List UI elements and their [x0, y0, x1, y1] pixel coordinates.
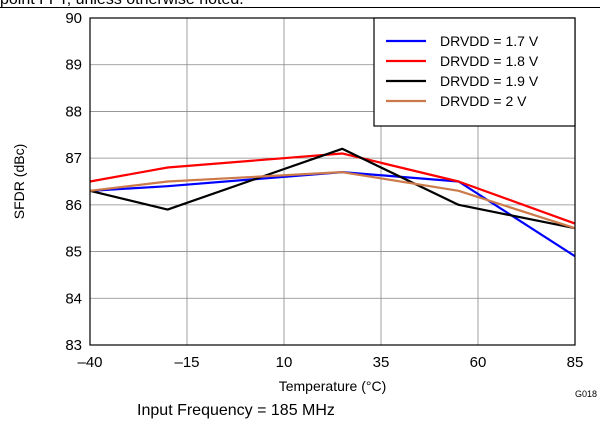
series-lines: [89, 147, 576, 258]
y-tick-labels: 83 84 85 86 87 88 89 90: [65, 10, 82, 354]
sfdr-vs-temperature-chart: –40 –15 10 35 60 85 83 84 85 86 87 88 89 90 Temperat…: [11, 10, 597, 399]
y-tick-label: 83: [65, 337, 82, 354]
x-tick-label: –40: [77, 354, 102, 371]
y-tick-label: 84: [65, 290, 82, 307]
figure-id: G018: [575, 389, 597, 399]
y-tick-label: 88: [65, 103, 82, 120]
series-line-4: [89, 171, 576, 230]
x-tick-labels: –40 –15 10 35 60 85: [77, 354, 583, 371]
caption-text: Input Frequency = 185 MHz: [137, 402, 335, 419]
series-line-3: [89, 147, 576, 230]
legend: DRVDD = 1.7 V DRVDD = 1.8 V DRVDD = 1.9 V D…: [373, 17, 576, 127]
x-tick-label: 10: [276, 354, 293, 371]
y-tick-label: 86: [65, 197, 82, 214]
x-tick-label: 35: [373, 354, 390, 371]
header-rule: [0, 7, 600, 8]
y-axis-label: SFDR (dBc): [11, 144, 27, 219]
header-text: point FFT, unless otherwise noted.: [0, 0, 244, 9]
y-tick-label: 90: [65, 10, 82, 27]
y-tick-label: 89: [65, 57, 82, 74]
plot-frame: [89, 17, 576, 346]
x-tick-label: 60: [470, 354, 487, 371]
y-tick-label: 85: [65, 244, 82, 261]
x-axis-label: Temperature (°C): [279, 378, 387, 394]
caption: Input Frequency = 185 MHz: [0, 402, 600, 420]
x-tick-label: 85: [567, 354, 584, 371]
legend-label: DRVDD = 2 V: [440, 93, 527, 109]
legend-label: DRVDD = 1.8 V: [440, 53, 539, 69]
legend-label: DRVDD = 1.9 V: [440, 73, 539, 89]
legend-label: DRVDD = 1.7 V: [440, 33, 539, 49]
y-tick-label: 87: [65, 150, 82, 167]
x-tick-label: –15: [174, 354, 199, 371]
legend-box: [373, 17, 576, 127]
series-line-2: [89, 152, 576, 225]
